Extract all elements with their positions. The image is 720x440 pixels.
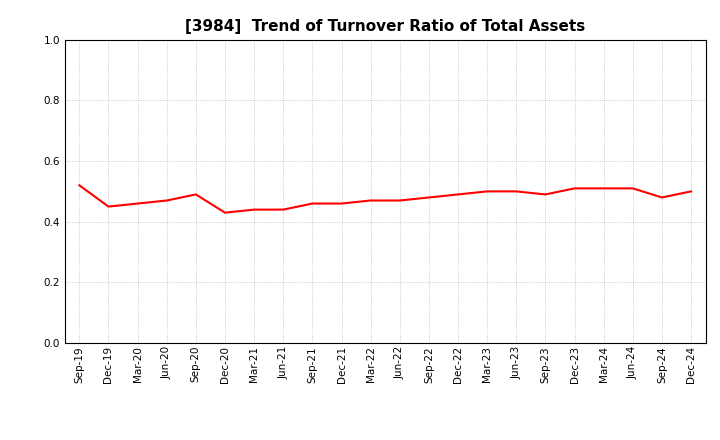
Title: [3984]  Trend of Turnover Ratio of Total Assets: [3984] Trend of Turnover Ratio of Total … — [185, 19, 585, 34]
